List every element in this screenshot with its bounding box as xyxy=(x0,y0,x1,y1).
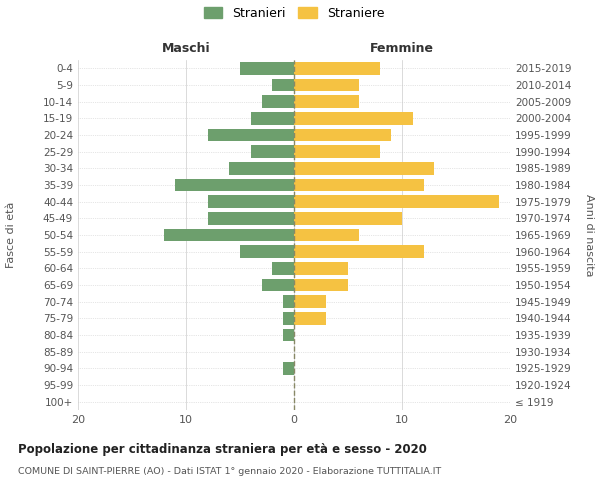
Bar xyxy=(283,362,294,374)
Bar xyxy=(294,129,391,141)
Bar xyxy=(240,246,294,258)
Bar xyxy=(208,212,294,224)
Bar xyxy=(164,229,294,241)
Bar xyxy=(294,62,380,74)
Bar xyxy=(208,196,294,208)
Bar xyxy=(294,296,326,308)
Bar xyxy=(283,312,294,324)
Legend: Stranieri, Straniere: Stranieri, Straniere xyxy=(203,7,385,20)
Bar xyxy=(294,246,424,258)
Bar xyxy=(294,179,424,192)
Bar xyxy=(294,112,413,124)
Bar xyxy=(262,96,294,108)
Bar xyxy=(294,79,359,92)
Text: Fasce di età: Fasce di età xyxy=(6,202,16,268)
Bar xyxy=(251,146,294,158)
Bar xyxy=(262,279,294,291)
Bar xyxy=(272,262,294,274)
Bar xyxy=(294,229,359,241)
Bar xyxy=(294,212,402,224)
Bar xyxy=(283,296,294,308)
Text: Maschi: Maschi xyxy=(161,42,211,55)
Text: Anni di nascita: Anni di nascita xyxy=(584,194,594,276)
Bar xyxy=(294,262,348,274)
Bar xyxy=(272,79,294,92)
Text: COMUNE DI SAINT-PIERRE (AO) - Dati ISTAT 1° gennaio 2020 - Elaborazione TUTTITAL: COMUNE DI SAINT-PIERRE (AO) - Dati ISTAT… xyxy=(18,468,441,476)
Bar xyxy=(251,112,294,124)
Bar xyxy=(294,196,499,208)
Bar xyxy=(294,279,348,291)
Bar xyxy=(208,129,294,141)
Text: Femmine: Femmine xyxy=(370,42,434,55)
Bar xyxy=(294,96,359,108)
Bar xyxy=(175,179,294,192)
Bar xyxy=(240,62,294,74)
Bar xyxy=(294,146,380,158)
Bar xyxy=(229,162,294,174)
Bar xyxy=(294,162,434,174)
Text: Popolazione per cittadinanza straniera per età e sesso - 2020: Popolazione per cittadinanza straniera p… xyxy=(18,442,427,456)
Bar xyxy=(294,312,326,324)
Bar xyxy=(283,329,294,341)
